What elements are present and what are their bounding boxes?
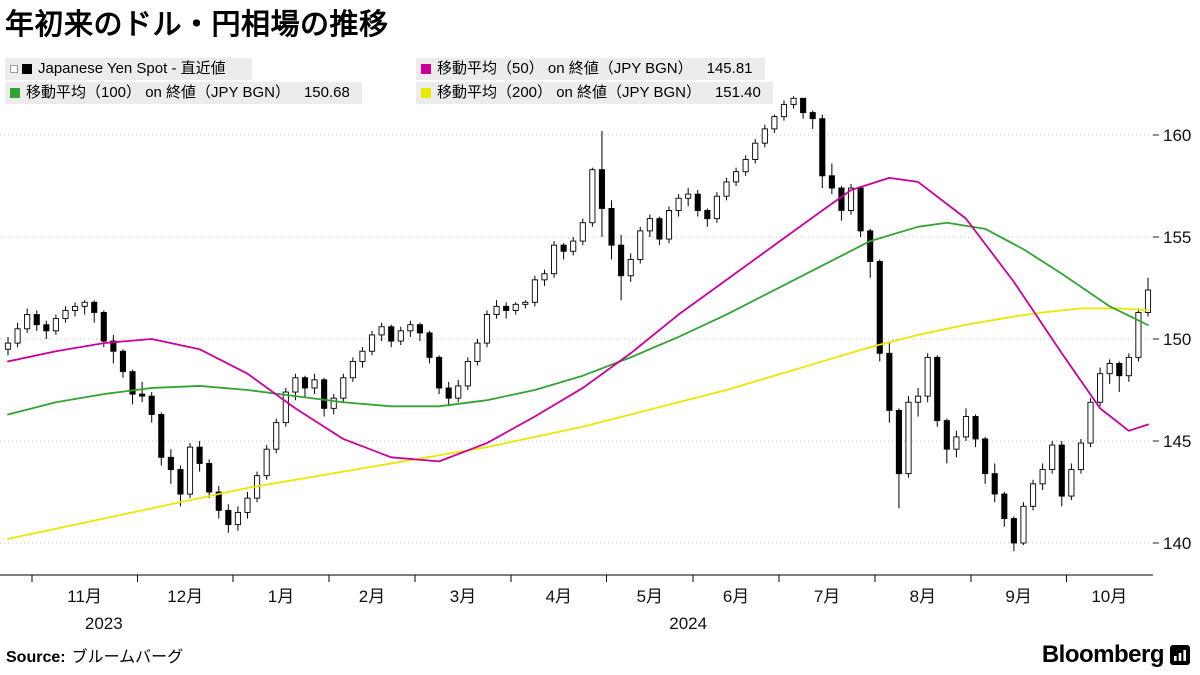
ma200-swatch-icon <box>421 88 431 98</box>
spot-swatch-icon <box>22 64 32 74</box>
legend-label: 移動平均（50） on 終値（JPY BGN） <box>437 60 693 77</box>
legend-item-spot: Japanese Yen Spot - 直近値 <box>5 58 252 80</box>
source-value: ブルームバーグ <box>71 649 184 666</box>
ma50-line <box>7 176 1149 463</box>
source-credit: Source: ブルームバーグ <box>6 643 183 667</box>
svg-text:150: 150 <box>1163 330 1191 349</box>
bloomberg-chart-icon <box>1170 645 1190 665</box>
legend-item-ma50: 移動平均（50） on 終値（JPY BGN） 145.81 <box>416 58 765 80</box>
source-label: Source: <box>6 649 66 666</box>
svg-text:9月: 9月 <box>1005 587 1031 606</box>
svg-text:155: 155 <box>1163 228 1191 247</box>
chart-title: 年初来のドル・円相場の推移 <box>5 9 389 41</box>
ma50-swatch-icon <box>421 64 431 74</box>
svg-text:1月: 1月 <box>268 587 294 606</box>
svg-text:4月: 4月 <box>546 587 572 606</box>
candlestick-series-icon <box>10 65 18 73</box>
svg-text:3月: 3月 <box>450 587 476 606</box>
ma100-swatch-icon <box>10 88 20 98</box>
legend-value: 145.81 <box>706 60 753 77</box>
bloomberg-logo: Bloomberg <box>1042 641 1190 669</box>
legend-label: 移動平均（200） on 終値（JPY BGN） <box>437 84 701 101</box>
legend-label: 移動平均（100） on 終値（JPY BGN） <box>26 84 290 101</box>
candlesticks <box>4 96 1152 552</box>
x-axis-labels: 11月 12月 1月 2月 3月 4月 5月 6月 7月 8月 9月 10月 2023 2024 <box>31 575 1127 633</box>
ma200-line <box>7 307 1149 540</box>
svg-text:2月: 2月 <box>359 587 385 606</box>
svg-text:2024: 2024 <box>669 614 707 633</box>
svg-text:7月: 7月 <box>814 587 840 606</box>
svg-text:8月: 8月 <box>910 587 936 606</box>
svg-text:2023: 2023 <box>85 614 123 633</box>
svg-text:145: 145 <box>1163 432 1191 451</box>
svg-text:160: 160 <box>1163 126 1191 145</box>
svg-text:11月: 11月 <box>67 587 102 606</box>
gridlines: 140 145 150 155 160 <box>0 126 1191 553</box>
legend-label: Japanese Yen Spot - 直近値 <box>38 60 226 77</box>
legend-value: 151.40 <box>714 84 761 101</box>
svg-text:6月: 6月 <box>723 587 749 606</box>
legend: Japanese Yen Spot - 直近値 移動平均（50） on 終値（J… <box>5 58 773 104</box>
svg-text:140: 140 <box>1163 534 1191 553</box>
legend-value: 150.68 <box>303 84 350 101</box>
svg-text:5月: 5月 <box>637 587 663 606</box>
svg-text:10月: 10月 <box>1091 587 1127 606</box>
bloomberg-logo-text: Bloomberg <box>1041 641 1165 668</box>
legend-item-ma100: 移動平均（100） on 終値（JPY BGN） 150.68 <box>5 82 362 104</box>
ma100-line <box>7 221 1149 416</box>
svg-text:12月: 12月 <box>167 587 203 606</box>
legend-item-ma200: 移動平均（200） on 終値（JPY BGN） 151.40 <box>416 82 773 104</box>
